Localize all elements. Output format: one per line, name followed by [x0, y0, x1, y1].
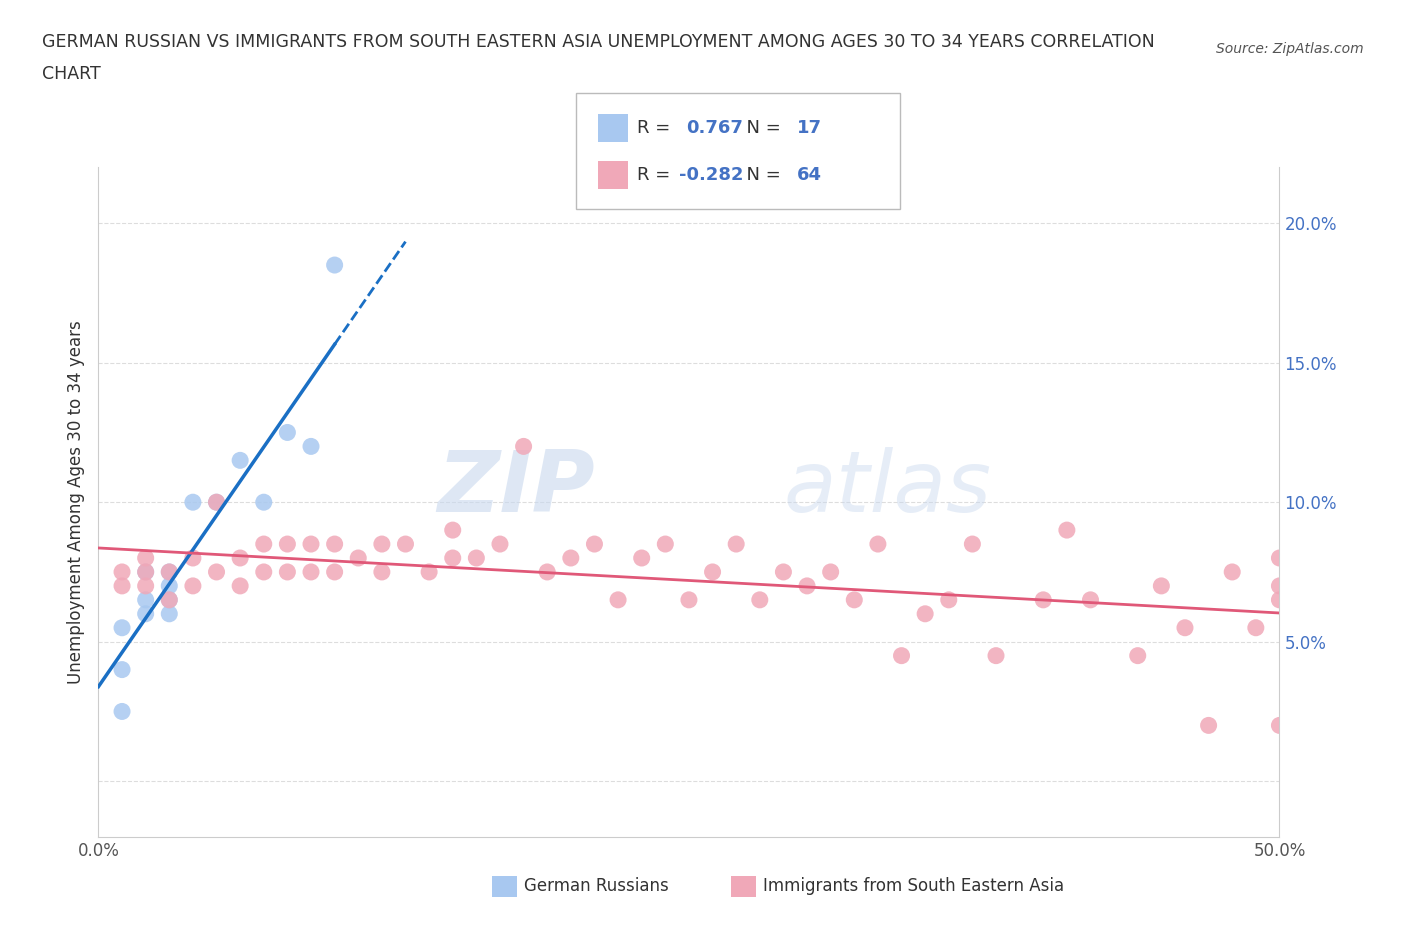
Point: [371, 537, 394, 551]
Point: [111, 704, 134, 719]
Y-axis label: Unemployment Among Ages 30 to 34 years: Unemployment Among Ages 30 to 34 years: [66, 320, 84, 684]
Point: [323, 537, 346, 551]
Point: [323, 565, 346, 579]
Point: [157, 578, 180, 593]
Point: [276, 425, 298, 440]
Point: [181, 551, 204, 565]
Point: [678, 592, 700, 607]
Point: [1126, 648, 1149, 663]
Point: [1080, 592, 1102, 607]
Point: [1198, 718, 1220, 733]
Point: [299, 565, 322, 579]
Point: [135, 551, 157, 565]
Point: [229, 453, 252, 468]
Point: [583, 537, 606, 551]
Point: [323, 258, 346, 272]
Point: [371, 565, 394, 579]
Text: ZIP: ZIP: [437, 447, 595, 530]
Text: N =: N =: [735, 166, 787, 184]
Point: [938, 592, 960, 607]
Text: Immigrants from South Eastern Asia: Immigrants from South Eastern Asia: [763, 877, 1064, 896]
Point: [205, 565, 228, 579]
Point: [654, 537, 676, 551]
Point: [135, 592, 157, 607]
Point: [135, 606, 157, 621]
Point: [1056, 523, 1078, 538]
Point: [1268, 718, 1291, 733]
Text: Source: ZipAtlas.com: Source: ZipAtlas.com: [1216, 42, 1364, 56]
Point: [1268, 551, 1291, 565]
Text: R =: R =: [637, 166, 676, 184]
Point: [111, 620, 134, 635]
Point: [465, 551, 488, 565]
Point: [157, 606, 180, 621]
Point: [1150, 578, 1173, 593]
Point: [111, 578, 134, 593]
Point: [229, 578, 252, 593]
Point: [725, 537, 748, 551]
Point: [748, 592, 770, 607]
Point: [866, 537, 889, 551]
Point: [1244, 620, 1267, 635]
Point: [181, 495, 204, 510]
Point: [441, 523, 464, 538]
Point: [299, 439, 322, 454]
Point: [607, 592, 630, 607]
Point: [157, 565, 180, 579]
Text: R =: R =: [637, 119, 676, 138]
Point: [772, 565, 794, 579]
Point: [135, 578, 157, 593]
Point: [157, 592, 180, 607]
Text: 64: 64: [797, 166, 823, 184]
Point: [111, 565, 134, 579]
Point: [1174, 620, 1197, 635]
Point: [796, 578, 818, 593]
Point: [135, 565, 157, 579]
Point: [394, 537, 416, 551]
Point: [489, 537, 512, 551]
Point: [914, 606, 936, 621]
Point: [820, 565, 842, 579]
Point: [536, 565, 558, 579]
Point: [441, 551, 464, 565]
Point: [253, 495, 276, 510]
Point: [984, 648, 1007, 663]
Point: [181, 578, 204, 593]
Point: [560, 551, 582, 565]
Point: [299, 537, 322, 551]
Text: 0.767: 0.767: [686, 119, 742, 138]
Point: [630, 551, 652, 565]
Point: [844, 592, 866, 607]
Text: 17: 17: [797, 119, 823, 138]
Text: CHART: CHART: [42, 65, 101, 83]
Point: [229, 551, 252, 565]
Point: [205, 495, 228, 510]
Point: [135, 565, 157, 579]
Point: [253, 537, 276, 551]
Point: [1220, 565, 1243, 579]
Text: -0.282: -0.282: [679, 166, 744, 184]
Point: [157, 565, 180, 579]
Point: [702, 565, 724, 579]
Point: [253, 565, 276, 579]
Text: N =: N =: [735, 119, 787, 138]
Point: [1032, 592, 1054, 607]
Text: GERMAN RUSSIAN VS IMMIGRANTS FROM SOUTH EASTERN ASIA UNEMPLOYMENT AMONG AGES 30 : GERMAN RUSSIAN VS IMMIGRANTS FROM SOUTH …: [42, 33, 1154, 50]
Point: [512, 439, 534, 454]
Point: [157, 592, 180, 607]
Text: German Russians: German Russians: [524, 877, 669, 896]
Point: [205, 495, 228, 510]
Point: [962, 537, 984, 551]
Point: [418, 565, 440, 579]
Point: [347, 551, 370, 565]
Point: [1268, 592, 1291, 607]
Text: atlas: atlas: [783, 447, 991, 530]
Point: [890, 648, 912, 663]
Point: [276, 537, 298, 551]
Point: [276, 565, 298, 579]
Point: [111, 662, 134, 677]
Point: [1268, 578, 1291, 593]
